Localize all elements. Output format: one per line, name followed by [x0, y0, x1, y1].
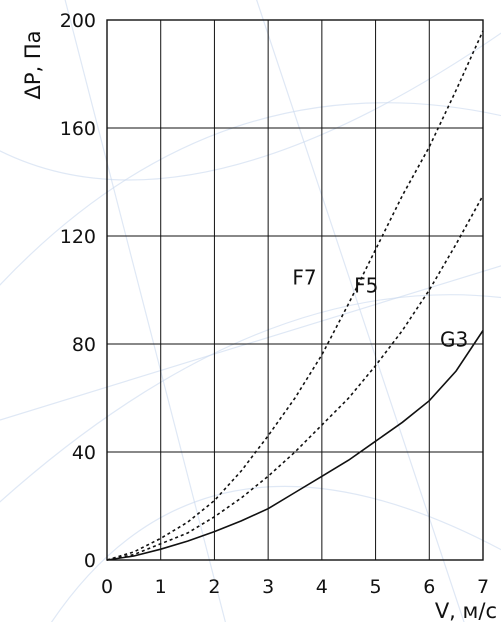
x-tick-label: 6 [423, 576, 435, 598]
watermark-arc-4 [256, 0, 466, 626]
watermark-arc-1 [0, 294, 501, 503]
y-tick-label: 40 [72, 442, 96, 464]
watermark-arc-3 [64, 0, 228, 626]
series-label-g3: G3 [440, 328, 468, 352]
watermark-arc-5 [0, 32, 501, 181]
watermark-arc-2 [48, 485, 501, 626]
series-label-f5: F5 [354, 274, 378, 298]
x-tick-label: 0 [101, 576, 113, 598]
x-tick-label: 2 [208, 576, 220, 598]
plot-frame [106, 19, 484, 561]
series-line-g3 [106, 330, 484, 561]
series-line-f7 [106, 30, 484, 561]
x-axis-label: V, м/с [435, 599, 497, 622]
watermark-arc-0 [0, 102, 501, 286]
grid [106, 19, 484, 561]
watermark-arc-6 [0, 265, 501, 421]
y-tick-label: 80 [72, 334, 96, 356]
series-layer [106, 30, 484, 561]
y-tick-label: 200 [60, 10, 96, 32]
y-axis-label: ΔP, Па [21, 30, 45, 99]
series-line-f5 [106, 195, 484, 561]
y-tick-label: 120 [60, 226, 96, 248]
labels: F7 F5 G3 [292, 266, 468, 352]
x-tick-label: 1 [155, 576, 167, 598]
x-tick-label: 7 [477, 576, 489, 598]
x-tick-label: 5 [370, 576, 382, 598]
x-tick-label: 4 [316, 576, 328, 598]
x-tick-label: 3 [262, 576, 274, 598]
series-label-f7: F7 [292, 266, 316, 290]
y-tick-label: 0 [84, 550, 96, 572]
axes: 0 1 2 3 4 5 6 7 0 40 80 120 160 200 V, м/с ΔP, Па [21, 10, 497, 623]
y-tick-label: 160 [60, 118, 96, 140]
